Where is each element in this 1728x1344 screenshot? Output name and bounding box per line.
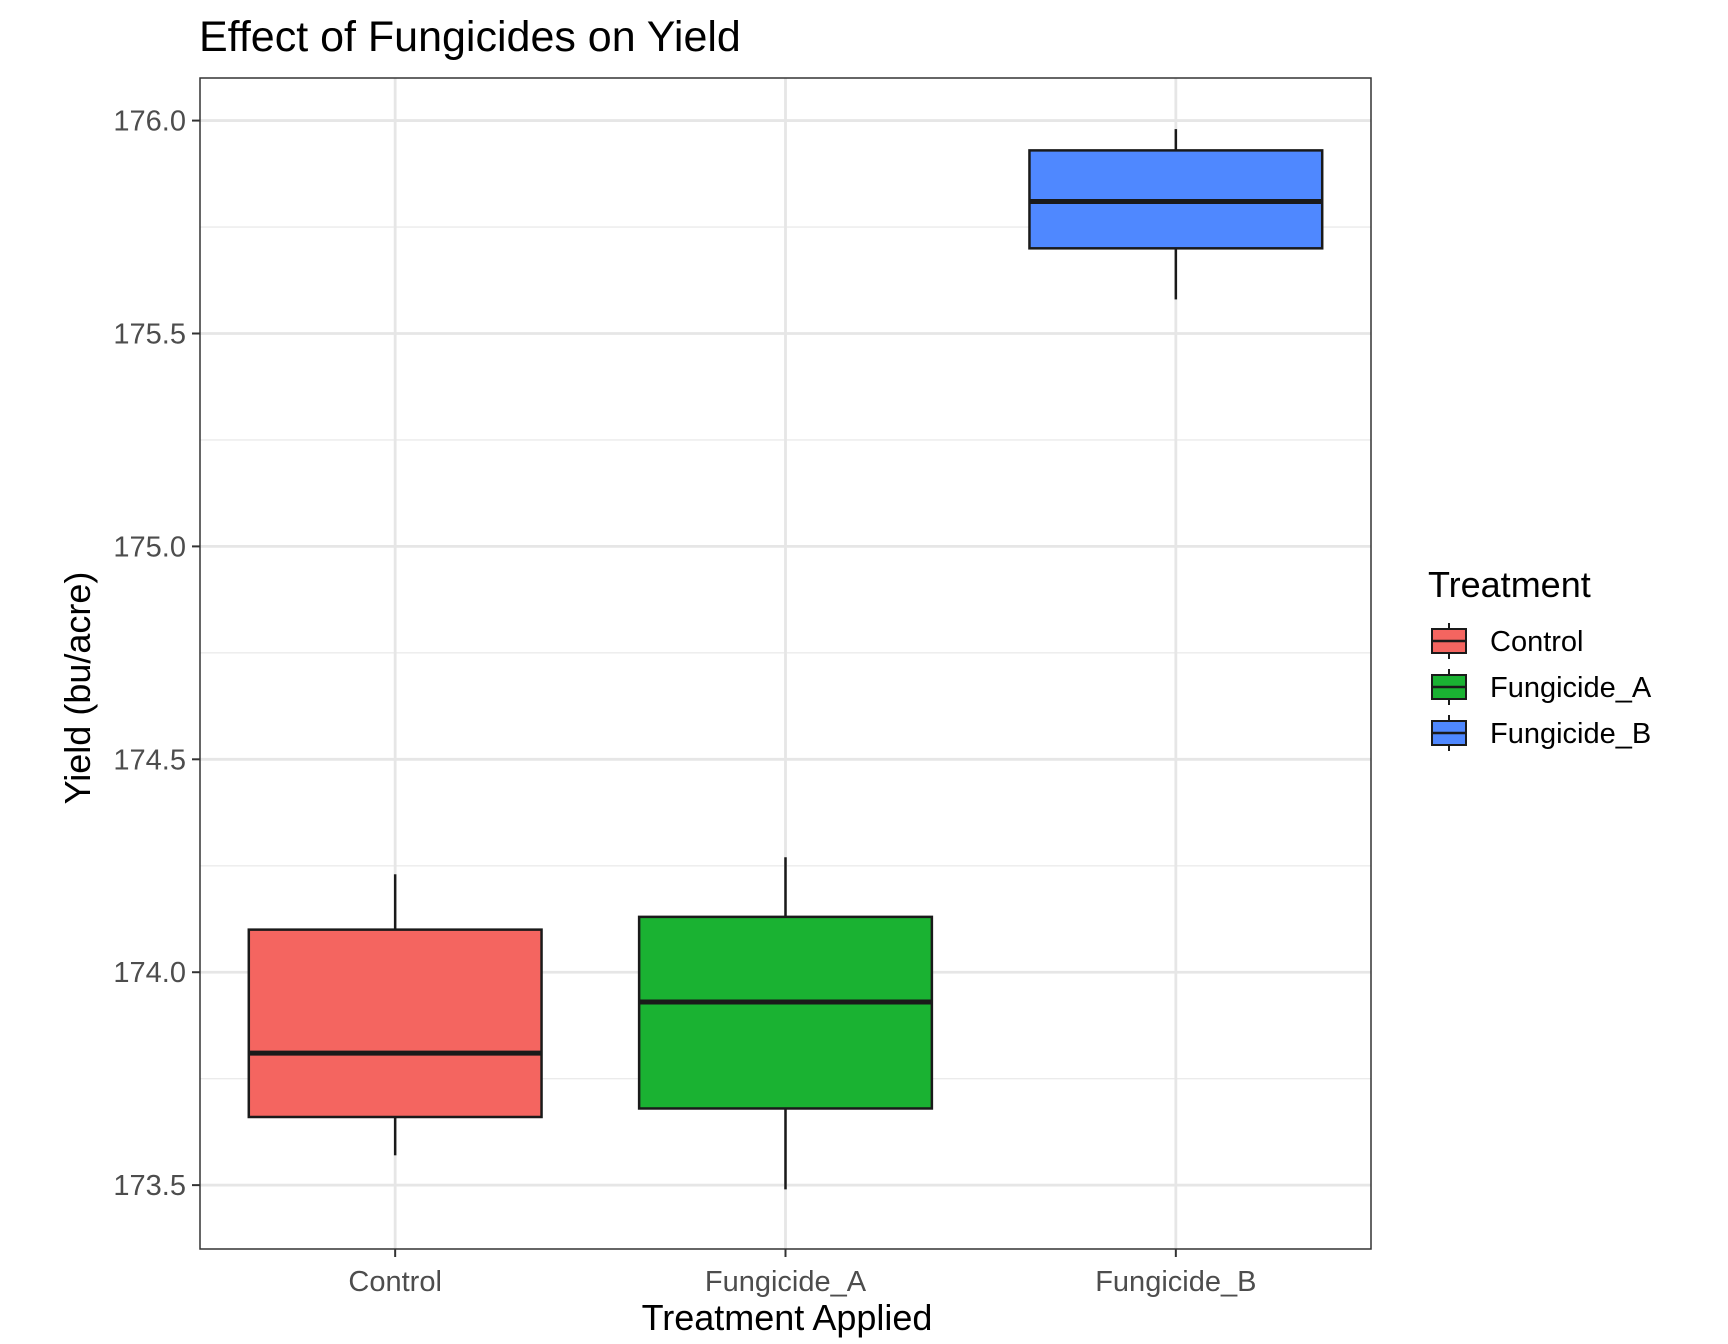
legend-label: Control bbox=[1490, 626, 1584, 658]
box-series bbox=[247, 129, 1324, 1190]
y-tick-label: 175.0 bbox=[113, 531, 186, 563]
y-tick-label: 174.0 bbox=[113, 957, 186, 989]
box-control bbox=[247, 874, 543, 1156]
chart-title: Effect of Fungicides on Yield bbox=[199, 13, 741, 61]
x-tick-label: Control bbox=[348, 1266, 442, 1298]
y-tick-label: 173.5 bbox=[113, 1170, 186, 1202]
legend-title: Treatment bbox=[1428, 564, 1591, 605]
box-body bbox=[637, 915, 934, 1110]
x-tick-label: Fungicide_B bbox=[1095, 1266, 1256, 1298]
legend-entry-control: Control bbox=[1431, 623, 1584, 659]
legend-label: Fungicide_A bbox=[1490, 672, 1652, 704]
legend-entry-fungicide-b: Fungicide_B bbox=[1431, 715, 1651, 751]
y-axis-title: Yield (bu/acre) bbox=[57, 572, 98, 805]
box-body bbox=[247, 928, 543, 1119]
axes: 173.5 174.0 174.5 175.0 175.5 176.0 Control Fun… bbox=[113, 106, 1256, 1298]
legend: Treatment Control Fungicide_A Fungicide_B bbox=[1428, 564, 1652, 751]
box-fungicide-a bbox=[637, 857, 934, 1190]
y-tick-label: 176.0 bbox=[113, 106, 186, 138]
legend-entry-fungicide-a: Fungicide_A bbox=[1431, 669, 1652, 705]
x-tick-label: Fungicide_A bbox=[705, 1266, 867, 1298]
y-tick-label: 175.5 bbox=[113, 318, 186, 350]
box-fungicide-b bbox=[1028, 129, 1324, 300]
x-axis-title: Treatment Applied bbox=[642, 1297, 933, 1338]
y-tick-label: 174.5 bbox=[113, 744, 186, 776]
legend-label: Fungicide_B bbox=[1490, 718, 1651, 750]
